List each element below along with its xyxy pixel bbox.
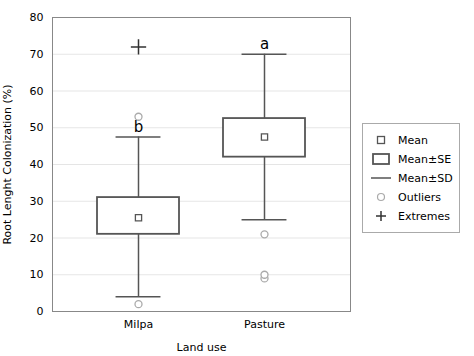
svg-text:70: 70 (30, 48, 44, 61)
svg-text:30: 30 (30, 195, 44, 208)
svg-text:Land use: Land use (177, 341, 227, 354)
svg-text:a: a (260, 35, 269, 53)
svg-text:Milpa: Milpa (124, 318, 153, 331)
svg-text:80: 80 (30, 11, 44, 24)
svg-text:50: 50 (30, 121, 44, 134)
html-text:Mean±SD: Mean±SD (398, 171, 453, 185)
svg-text:b: b (134, 118, 144, 136)
svg-text:10: 10 (30, 268, 44, 281)
svg-text:40: 40 (30, 158, 44, 171)
html-text:Extremes: Extremes (398, 209, 450, 223)
html-text:Mean±SE: Mean±SE (398, 152, 452, 166)
html-text:Mean: Mean (398, 133, 428, 147)
svg-text:60: 60 (30, 85, 44, 98)
svg-text:20: 20 (30, 232, 44, 245)
svg-text:Root Lenght Colonization (%): Root Lenght Colonization (%) (1, 84, 14, 244)
svg-text:Pasture: Pasture (244, 318, 285, 331)
svg-text:0: 0 (37, 305, 44, 318)
html-text:Outliers: Outliers (398, 190, 442, 204)
